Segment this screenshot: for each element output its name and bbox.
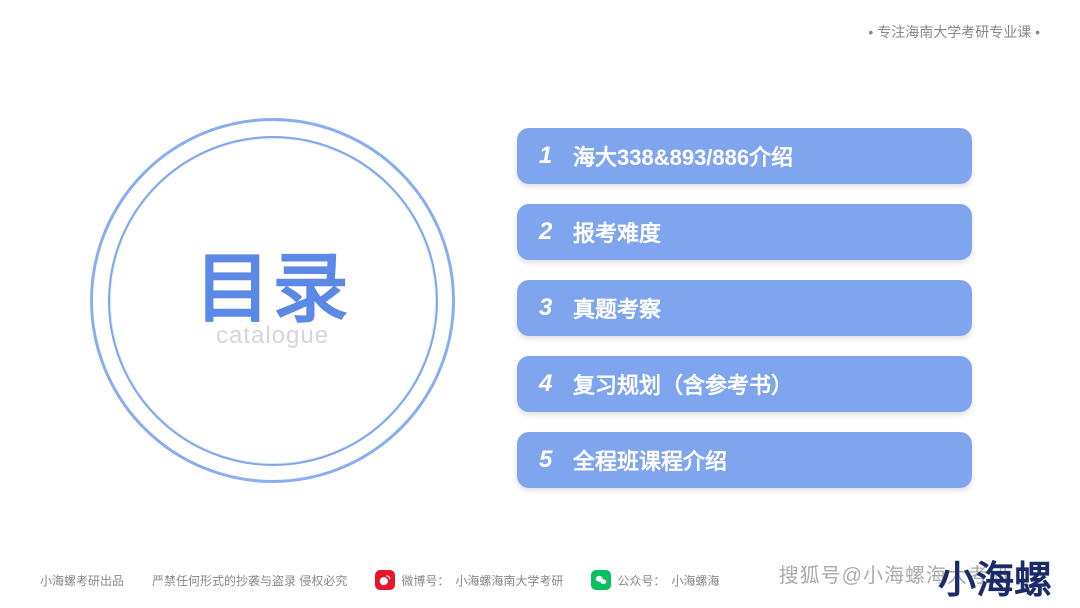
weibo-value: 小海螺海南大学考研 <box>455 572 563 589</box>
wechat-label: 公众号： <box>617 572 665 589</box>
brand-logo: 小海螺 <box>938 562 1052 600</box>
header-note: • 专注海南大学考研专业课 • <box>868 22 1040 42</box>
toc-subtitle: catalogue <box>216 322 329 350</box>
toc-item-label: 全程班课程介绍 <box>573 444 727 476</box>
toc-item-3: 3 真题考察 <box>517 280 972 336</box>
weibo-label: 微博号： <box>401 572 449 589</box>
footer-copyright: 严禁任何形式的抄袭与盗录 侵权必究 <box>152 572 347 589</box>
toc-item-number: 3 <box>539 294 573 322</box>
toc-item-label: 真题考察 <box>573 292 661 324</box>
footer-weibo: 微博号： 小海螺海南大学考研 <box>375 570 563 590</box>
toc-title: 目录 <box>195 252 351 328</box>
circle-inner-ring: 目录 catalogue <box>108 136 438 466</box>
toc-item-label: 复习规划（含参考书） <box>573 368 793 400</box>
toc-item-number: 2 <box>539 218 573 246</box>
wechat-value: 小海螺海 <box>671 572 719 589</box>
toc-item-number: 1 <box>539 142 573 170</box>
toc-item-5: 5 全程班课程介绍 <box>517 432 972 488</box>
footer-producer: 小海螺考研出品 <box>40 572 124 589</box>
toc-item-2: 2 报考难度 <box>517 204 972 260</box>
toc-list: 1 海大338&893/886介绍 2 报考难度 3 真题考察 4 复习规划（含… <box>517 128 972 488</box>
toc-item-label: 报考难度 <box>573 216 661 248</box>
toc-item-number: 5 <box>539 446 573 474</box>
footer-wechat: 公众号： 小海螺海 <box>591 570 719 590</box>
toc-item-1: 1 海大338&893/886介绍 <box>517 128 972 184</box>
toc-item-label: 海大338&893/886介绍 <box>573 140 793 172</box>
toc-item-4: 4 复习规划（含参考书） <box>517 356 972 412</box>
toc-circle: 目录 catalogue <box>90 118 455 483</box>
slide-canvas: • 专注海南大学考研专业课 • 目录 catalogue 1 海大338&893… <box>0 0 1080 608</box>
circle-outer-ring: 目录 catalogue <box>90 118 455 483</box>
toc-item-number: 4 <box>539 370 573 398</box>
weibo-icon <box>375 570 395 590</box>
wechat-icon <box>591 570 611 590</box>
